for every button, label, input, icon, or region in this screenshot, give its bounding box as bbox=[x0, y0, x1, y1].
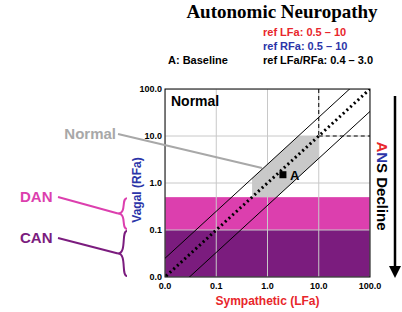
normal-pointer bbox=[118, 134, 262, 168]
ref-text: ref RFa: 0.5 – 10 bbox=[263, 40, 347, 52]
identity-line bbox=[165, 89, 370, 277]
y-tick-label: 100.0 bbox=[139, 84, 162, 94]
normal-label: Normal bbox=[64, 125, 116, 142]
title: Autonomic Neuropathy bbox=[186, 1, 378, 22]
point-label: A bbox=[290, 168, 300, 183]
decline-label: ANS Decline bbox=[374, 141, 391, 230]
plot-label: Normal bbox=[171, 93, 219, 109]
can-brace bbox=[118, 231, 127, 276]
y-tick-label: 0.1 bbox=[149, 225, 162, 235]
rfa-limit bbox=[319, 136, 370, 137]
y-grid bbox=[165, 136, 370, 137]
decline-label-part: A bbox=[374, 141, 391, 152]
y-axis-title: Vagal (RFa) bbox=[130, 157, 144, 222]
x-tick-label: 100.0 bbox=[359, 281, 382, 291]
ref-text: ref LFa/RFa: 0.4 – 3.0 bbox=[263, 54, 373, 66]
plot-frame bbox=[165, 89, 370, 277]
decline-arrowhead bbox=[389, 266, 401, 278]
y-tick-label: 0.0 bbox=[149, 272, 162, 282]
y-tick-label: 1.0 bbox=[149, 178, 162, 188]
x-tick-label: 1.0 bbox=[261, 281, 274, 291]
ref-text: ref LFa: 0.5 – 10 bbox=[263, 26, 346, 38]
decline-label-part: Decline bbox=[374, 173, 391, 231]
y-grid bbox=[165, 183, 370, 184]
dan-label: DAN bbox=[20, 188, 53, 205]
chart: Autonomic Neuropathy ref LFa: 0.5 – 10 ref… bbox=[0, 0, 402, 312]
y-tick-label: 10.0 bbox=[144, 131, 162, 141]
baseline-label: A: Baseline bbox=[168, 54, 228, 66]
dan-pointer bbox=[58, 197, 118, 214]
decline-arrow bbox=[394, 96, 397, 268]
can-pointer bbox=[58, 238, 118, 254]
can-label: CAN bbox=[20, 229, 53, 246]
point bbox=[279, 171, 286, 178]
lfa-limit bbox=[318, 89, 319, 136]
x-tick-label: 0.1 bbox=[210, 281, 223, 291]
x-axis-title: Sympathetic (LFa) bbox=[215, 294, 319, 308]
dan-brace bbox=[118, 198, 127, 229]
decline-label-part: S bbox=[374, 163, 391, 173]
decline-label-part: N bbox=[374, 152, 391, 163]
x-tick-label: 10.0 bbox=[310, 281, 328, 291]
x-tick-label: 0.0 bbox=[159, 281, 172, 291]
plot-area bbox=[165, 89, 370, 277]
